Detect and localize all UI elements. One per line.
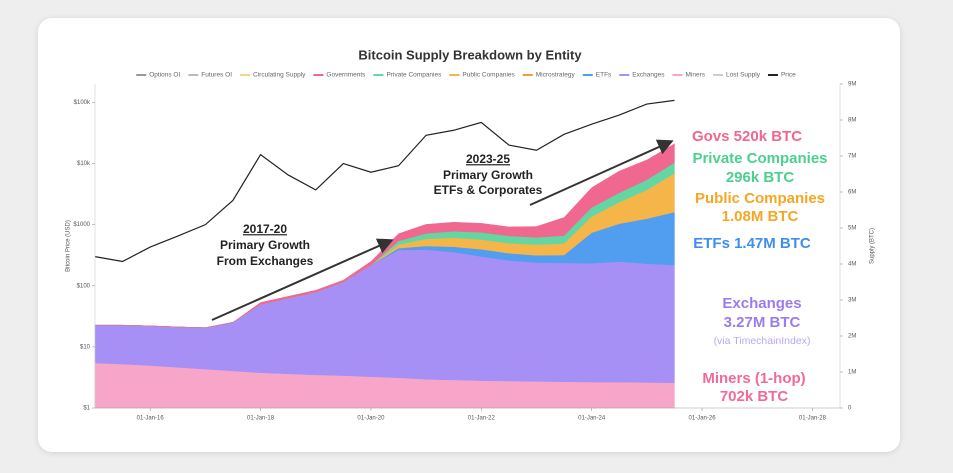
legend-item: Price bbox=[767, 72, 796, 79]
x-tick-label: 01-Jan-16 bbox=[137, 416, 165, 422]
y2-tick-label: 6M bbox=[848, 190, 856, 196]
y-axis-title: Bitcoin Price (USD) bbox=[66, 220, 72, 272]
annotation: ETFs & Corporates bbox=[434, 183, 543, 197]
annotation: Public Companies bbox=[695, 190, 825, 207]
x-tick-label: 01-Jan-28 bbox=[799, 416, 827, 422]
legend-item: Miners bbox=[672, 72, 706, 79]
legend-item: ETFs bbox=[582, 72, 612, 79]
legend-label: Public Companies bbox=[462, 72, 515, 79]
legend-label: Futures OI bbox=[201, 72, 232, 79]
arrow bbox=[211, 238, 394, 321]
legend-label: Options OI bbox=[149, 72, 180, 79]
annotation: 2023-25 bbox=[466, 152, 510, 166]
annotation: 296k BTC bbox=[726, 169, 795, 186]
legend-item: Exchanges bbox=[619, 72, 665, 79]
annotation: (via TimechainIndex) bbox=[714, 335, 811, 347]
x-tick-label: 01-Jan-22 bbox=[468, 416, 496, 422]
y2-tick-label: 5M bbox=[848, 226, 856, 232]
annotation: 1.08M BTC bbox=[722, 208, 799, 225]
y2-tick-label: 9M bbox=[848, 82, 856, 88]
legend-item: Options OI bbox=[136, 72, 180, 79]
annotation: Govs 520k BTC bbox=[692, 128, 802, 145]
annotation: 3.27M BTC bbox=[724, 314, 801, 331]
y2-axis-title: Supply (BTC) bbox=[870, 228, 876, 264]
annotation: 2017-20 bbox=[243, 222, 287, 236]
chart-title: Bitcoin Supply Breakdown by Entity bbox=[358, 47, 582, 62]
price-line bbox=[94, 99, 675, 263]
legend-label: Private Companies bbox=[386, 72, 442, 79]
legend-item: Microstrategy bbox=[522, 72, 576, 79]
y2-tick-label: 2M bbox=[848, 334, 856, 340]
arrow bbox=[529, 139, 674, 206]
legend-label: Microstrategy bbox=[536, 72, 576, 79]
annotation: From Exchanges bbox=[217, 254, 314, 268]
y-tick-label: $10k bbox=[77, 161, 91, 167]
legend-item: Circulating Supply bbox=[240, 72, 306, 79]
plot: timechain01-Jan-1601-Jan-1801-Jan-2001-J… bbox=[73, 72, 856, 422]
legend-label: Price bbox=[781, 72, 796, 79]
y-tick-label: $1000 bbox=[73, 222, 90, 228]
legend-item: Public Companies bbox=[449, 72, 516, 79]
legend-item: Futures OI bbox=[188, 72, 232, 79]
annotation: Exchanges bbox=[722, 295, 801, 312]
legend-label: Circulating Supply bbox=[253, 72, 306, 79]
annotation: Miners (1-hop) bbox=[702, 370, 805, 387]
x-tick-label: 01-Jan-24 bbox=[578, 416, 606, 422]
y2-tick-label: 8M bbox=[848, 118, 856, 124]
annotation: 702k BTC bbox=[720, 388, 789, 405]
legend-item: Governments bbox=[313, 72, 366, 79]
legend-label: Miners bbox=[685, 72, 705, 79]
x-tick-label: 01-Jan-18 bbox=[247, 416, 275, 422]
y-tick-label: $100k bbox=[74, 100, 91, 106]
y2-tick-label: 1M bbox=[848, 370, 856, 376]
y2-tick-label: 0 bbox=[848, 406, 852, 412]
y-tick-label: $100 bbox=[77, 283, 91, 289]
annotation: Primary Growth bbox=[220, 238, 310, 252]
legend-label: ETFs bbox=[596, 72, 612, 79]
y2-tick-label: 7M bbox=[848, 154, 856, 160]
annotation: Primary Growth bbox=[443, 168, 533, 182]
annotation: ETFs 1.47M BTC bbox=[693, 235, 811, 252]
legend-label: Exchanges bbox=[632, 72, 665, 79]
y-tick-label: $1 bbox=[83, 406, 90, 412]
legend-item: Lost Supply bbox=[712, 72, 761, 79]
legend-item: Private Companies bbox=[373, 72, 442, 79]
annotation: Private Companies bbox=[692, 150, 827, 167]
x-tick-label: 01-Jan-20 bbox=[357, 416, 385, 422]
area bbox=[95, 143, 675, 328]
y2-tick-label: 3M bbox=[848, 298, 856, 304]
y2-tick-label: 4M bbox=[848, 262, 856, 268]
x-tick-label: 01-Jan-26 bbox=[689, 416, 717, 422]
y-tick-label: $10 bbox=[80, 344, 91, 350]
legend-label: Governments bbox=[326, 72, 366, 79]
legend-label: Lost Supply bbox=[726, 72, 761, 79]
